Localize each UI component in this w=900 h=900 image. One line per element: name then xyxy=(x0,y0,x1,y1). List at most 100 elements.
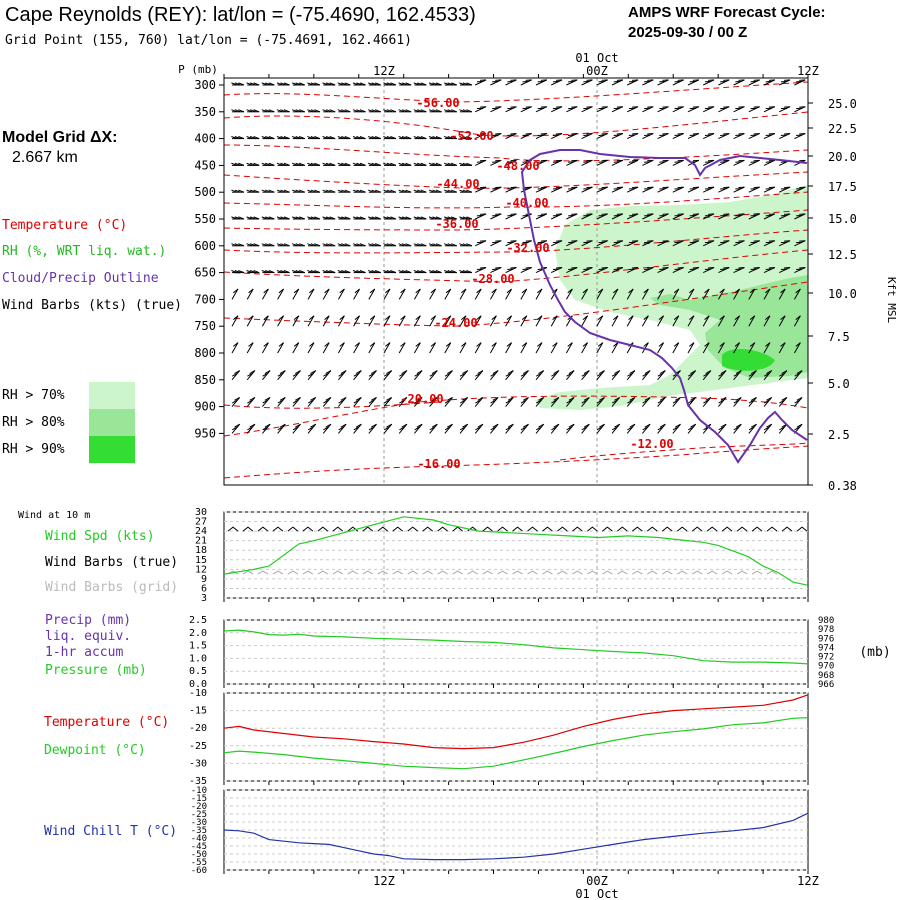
wind-barb xyxy=(763,288,771,300)
wind-barb xyxy=(718,396,727,407)
date-label-top: 01 Oct xyxy=(575,51,618,65)
wind-barb xyxy=(276,216,290,220)
wind-barb xyxy=(398,82,412,86)
wind-barb xyxy=(459,243,473,247)
wind-barb xyxy=(702,106,715,113)
wind-barb xyxy=(383,136,397,140)
wind-barb xyxy=(535,342,543,354)
wind-barb-grid xyxy=(437,570,448,575)
wind-barb-grid xyxy=(317,570,329,575)
wind-barb xyxy=(459,288,467,300)
wind-barb xyxy=(337,109,351,113)
wind-barb xyxy=(702,315,710,327)
wind-barb xyxy=(702,267,715,274)
wind-barb-true xyxy=(302,526,314,532)
wind-barb xyxy=(565,288,573,300)
height-tick-label: 22.5 xyxy=(828,122,857,136)
wind-barb xyxy=(413,189,427,193)
wind-barb xyxy=(368,288,376,300)
accum-label: 1-hr accum xyxy=(45,645,124,660)
wind-barb xyxy=(261,162,275,166)
wind-barb xyxy=(368,136,381,140)
wind-barb xyxy=(550,159,563,166)
wind-barb xyxy=(231,162,245,166)
isotherm xyxy=(559,442,809,461)
height-axis-title: Kft MSL xyxy=(885,277,898,324)
wind-barb xyxy=(276,82,290,86)
wind-barb xyxy=(672,159,684,166)
isotherm-label: -20.00 xyxy=(400,392,443,406)
wind-barb xyxy=(428,136,442,140)
wind-barb xyxy=(246,370,256,381)
wind-barb xyxy=(322,396,332,407)
wind-barb-true xyxy=(721,526,733,532)
wind-barb-true xyxy=(542,526,553,532)
wind-barb-grid xyxy=(362,570,374,575)
wind-barb xyxy=(596,267,608,274)
wind-barb xyxy=(748,342,756,354)
wind-barb xyxy=(748,370,757,381)
wind-barb xyxy=(413,243,427,247)
wind-barb xyxy=(262,370,271,381)
legend-wind-barbs: Wind Barbs (kts) (true) xyxy=(2,298,183,313)
wind-barb xyxy=(368,270,381,274)
wind-barb xyxy=(398,423,408,434)
wind-barb-grid xyxy=(706,570,718,575)
wind-barb xyxy=(642,186,654,193)
wind-barb xyxy=(641,315,649,327)
wind-barb xyxy=(444,270,457,274)
wind-barb-grid xyxy=(272,570,284,575)
wind-barb xyxy=(718,106,730,113)
wind-barb xyxy=(581,423,590,434)
wind-barb xyxy=(490,106,502,113)
wind-barb xyxy=(398,288,406,300)
wind-barb xyxy=(444,342,452,354)
y-tick-label: 2.5 xyxy=(189,615,207,626)
wind-barb xyxy=(307,216,321,220)
wind-barb xyxy=(490,213,502,220)
wind-barb xyxy=(231,342,239,354)
wind-barb xyxy=(398,370,408,381)
wind-barb xyxy=(733,288,741,300)
right-tick-label: 968 xyxy=(818,671,834,681)
y-tick-label: 0.5 xyxy=(189,666,207,677)
wind-barb xyxy=(794,240,806,247)
wind-barb xyxy=(566,423,575,434)
wind-barb-true xyxy=(317,526,329,532)
y-tick-label: -35 xyxy=(189,776,207,787)
wind-barb xyxy=(246,82,260,86)
height-tick-label: 17.5 xyxy=(828,180,857,194)
cross-section-panel: 300 350 400 450 500 550 600 650 700 750 800 850 900 9… xyxy=(194,74,857,493)
wind-barb-true xyxy=(437,526,448,532)
wind-barb xyxy=(398,136,412,140)
wind-barb xyxy=(794,133,806,140)
wind-barb xyxy=(322,342,330,354)
wind-barb-true xyxy=(257,526,269,532)
wind-barb xyxy=(505,79,517,86)
wind-barb xyxy=(413,109,427,113)
wind-barb xyxy=(748,79,760,86)
wind-barb-true xyxy=(631,526,643,532)
height-tick-label: 5.0 xyxy=(828,377,850,391)
wind-barb xyxy=(231,370,241,381)
height-tick-label: 7.5 xyxy=(828,330,850,344)
cloud-outline xyxy=(520,149,808,464)
y-tick-label: 3 xyxy=(201,593,207,604)
wind-barb xyxy=(778,342,786,354)
panel-frame xyxy=(223,692,809,782)
wind-barb xyxy=(581,315,589,327)
wind-barb xyxy=(672,186,684,193)
wind-barb xyxy=(277,396,286,407)
wind-barb xyxy=(459,136,473,140)
wind-barb xyxy=(368,216,381,220)
wind-barb xyxy=(231,136,245,140)
wind-barb xyxy=(262,396,271,407)
wind-barb xyxy=(398,270,412,274)
wind-barb xyxy=(383,243,397,247)
wind-barb xyxy=(413,136,427,140)
wind-barb xyxy=(596,240,608,247)
wind-barb xyxy=(337,136,351,140)
wind-barb xyxy=(444,189,457,193)
wind-barb xyxy=(444,136,457,140)
